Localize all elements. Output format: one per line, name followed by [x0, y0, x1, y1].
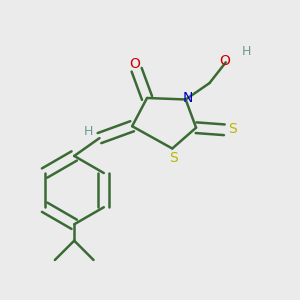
Text: S: S [169, 151, 178, 165]
Text: N: N [183, 91, 193, 105]
Text: O: O [219, 54, 230, 68]
Text: O: O [129, 57, 140, 71]
Text: H: H [83, 125, 93, 138]
Text: S: S [228, 122, 237, 136]
Text: H: H [242, 44, 251, 58]
